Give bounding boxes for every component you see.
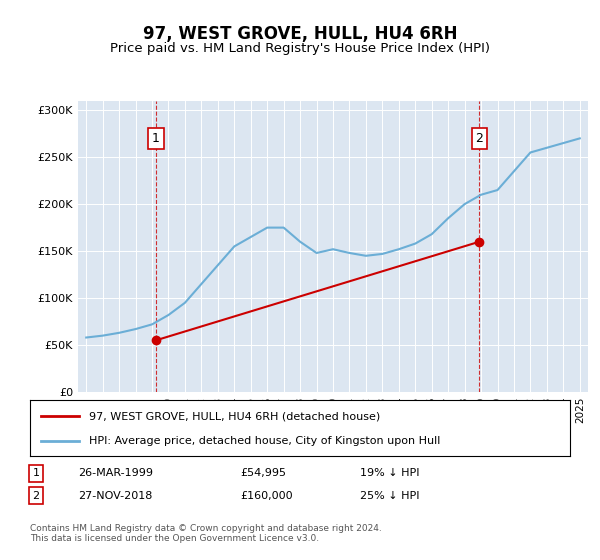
Text: Price paid vs. HM Land Registry's House Price Index (HPI): Price paid vs. HM Land Registry's House … [110,42,490,55]
Text: 27-NOV-2018: 27-NOV-2018 [78,491,152,501]
Text: 26-MAR-1999: 26-MAR-1999 [78,468,153,478]
Text: £160,000: £160,000 [240,491,293,501]
Text: HPI: Average price, detached house, City of Kingston upon Hull: HPI: Average price, detached house, City… [89,436,441,446]
Text: 2: 2 [32,491,40,501]
Text: 1: 1 [152,132,160,145]
Text: £54,995: £54,995 [240,468,286,478]
Text: 97, WEST GROVE, HULL, HU4 6RH: 97, WEST GROVE, HULL, HU4 6RH [143,25,457,43]
Text: 2: 2 [475,132,484,145]
Text: 25% ↓ HPI: 25% ↓ HPI [360,491,419,501]
Text: 1: 1 [32,468,40,478]
Text: Contains HM Land Registry data © Crown copyright and database right 2024.
This d: Contains HM Land Registry data © Crown c… [30,524,382,543]
Text: 97, WEST GROVE, HULL, HU4 6RH (detached house): 97, WEST GROVE, HULL, HU4 6RH (detached … [89,411,380,421]
Text: 19% ↓ HPI: 19% ↓ HPI [360,468,419,478]
